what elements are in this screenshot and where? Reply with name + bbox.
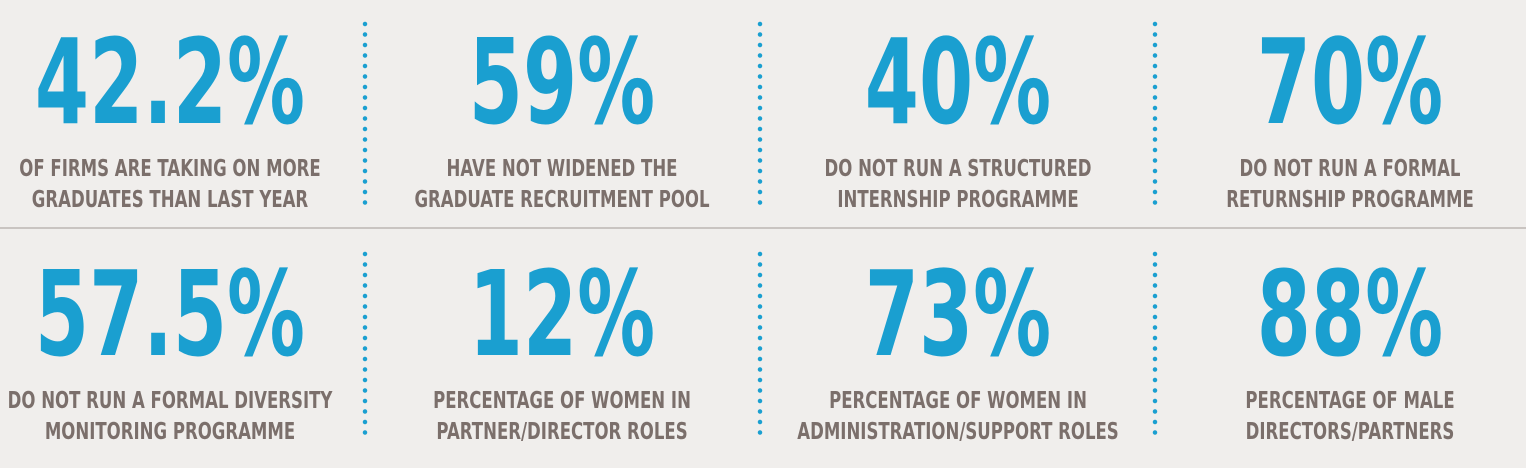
stat-number: 40%	[865, 13, 1051, 151]
stat-label-wrap: RETURNSHIP PROGRAMME	[1226, 185, 1474, 213]
stat-label-wrap: DO NOT RUN A FORMAL DIVERSITY	[8, 386, 333, 414]
stat-number: 57.5%	[35, 245, 305, 383]
stat-label: DIRECTORS/PARTNERS	[1246, 417, 1455, 445]
stat-block: 70% DO NOT RUN A FORMAL RETURNSHIP PROGRAM…	[1226, 13, 1474, 213]
stat-number-wrap: 42.2%	[35, 13, 305, 151]
stat-label: GRADUATE RECRUITMENT POOL	[414, 185, 709, 213]
stat-label-wrap: PERCENTAGE OF WOMEN IN	[829, 386, 1087, 414]
stat-label: DO NOT RUN A STRUCTURED	[824, 154, 1091, 182]
stat-label: RETURNSHIP PROGRAMME	[1226, 185, 1474, 213]
stat-label: PERCENTAGE OF MALE	[1245, 386, 1454, 414]
stat-number-wrap: 73%	[865, 245, 1051, 383]
stat-block: 59% HAVE NOT WIDENED THE GRADUATE RECRUITM…	[414, 13, 709, 213]
stat-label: ADMINISTRATION/SUPPORT ROLES	[797, 417, 1118, 445]
stat-number-wrap: 59%	[469, 13, 655, 151]
stat-number: 59%	[469, 13, 655, 151]
stat-number: 88%	[1257, 245, 1443, 383]
stat-number: 42.2%	[35, 13, 305, 151]
stat-label: HAVE NOT WIDENED THE	[447, 154, 678, 182]
stat-block: 12% PERCENTAGE OF WOMEN IN PARTNER/DIRECTO…	[433, 245, 691, 445]
stat-label-wrap: MONITORING PROGRAMME	[45, 417, 295, 445]
stat-number-wrap: 70%	[1257, 13, 1443, 151]
stat-label-wrap: DO NOT RUN A FORMAL	[1240, 154, 1461, 182]
stat-number-wrap: 57.5%	[35, 245, 305, 383]
stat-label-wrap: PERCENTAGE OF MALE	[1245, 386, 1454, 414]
stat-label-wrap: INTERNSHIP PROGRAMME	[837, 185, 1078, 213]
stat-label: PERCENTAGE OF WOMEN IN	[433, 386, 691, 414]
stat-label-wrap: ADMINISTRATION/SUPPORT ROLES	[797, 417, 1118, 445]
stat-number-wrap: 88%	[1257, 245, 1443, 383]
column-dividers	[362, 21, 1158, 443]
stat-label-wrap: OF FIRMS ARE TAKING ON MORE	[19, 154, 320, 182]
stat-number: 12%	[469, 245, 655, 383]
stat-label: DO NOT RUN A FORMAL	[1240, 154, 1461, 182]
stat-label-wrap: HAVE NOT WIDENED THE	[447, 154, 678, 182]
stat-block: 88% PERCENTAGE OF MALE DIRECTORS/PARTNERS	[1245, 245, 1454, 445]
stat-label-wrap: DIRECTORS/PARTNERS	[1246, 417, 1455, 445]
stat-number-wrap: 40%	[865, 13, 1051, 151]
stat-label-wrap: DO NOT RUN A STRUCTURED	[824, 154, 1091, 182]
stat-label: DO NOT RUN A FORMAL DIVERSITY	[8, 386, 333, 414]
stat-label: PARTNER/DIRECTOR ROLES	[436, 417, 687, 445]
stat-number: 70%	[1257, 13, 1443, 151]
stat-label: GRADUATES THAN LAST YEAR	[32, 185, 309, 213]
stat-label-wrap: GRADUATES THAN LAST YEAR	[32, 185, 309, 213]
stat-block: 40% DO NOT RUN A STRUCTURED INTERNSHIP PRO…	[824, 13, 1091, 213]
stat-label: PERCENTAGE OF WOMEN IN	[829, 386, 1087, 414]
stat-number-wrap: 12%	[469, 245, 655, 383]
stat-block: 57.5% DO NOT RUN A FORMAL DIVERSITY MONITO…	[8, 245, 333, 445]
stat-label-wrap: PERCENTAGE OF WOMEN IN	[433, 386, 691, 414]
stat-block: 73% PERCENTAGE OF WOMEN IN ADMINISTRATION/…	[797, 245, 1118, 445]
stat-label: MONITORING PROGRAMME	[45, 417, 295, 445]
stat-label-wrap: PARTNER/DIRECTOR ROLES	[436, 417, 687, 445]
stat-label-wrap: GRADUATE RECRUITMENT POOL	[414, 185, 709, 213]
stat-label: INTERNSHIP PROGRAMME	[837, 185, 1078, 213]
stat-number: 73%	[865, 245, 1051, 383]
stat-label: OF FIRMS ARE TAKING ON MORE	[19, 154, 320, 182]
stat-block: 42.2% OF FIRMS ARE TAKING ON MORE GRADUATE…	[19, 13, 320, 213]
